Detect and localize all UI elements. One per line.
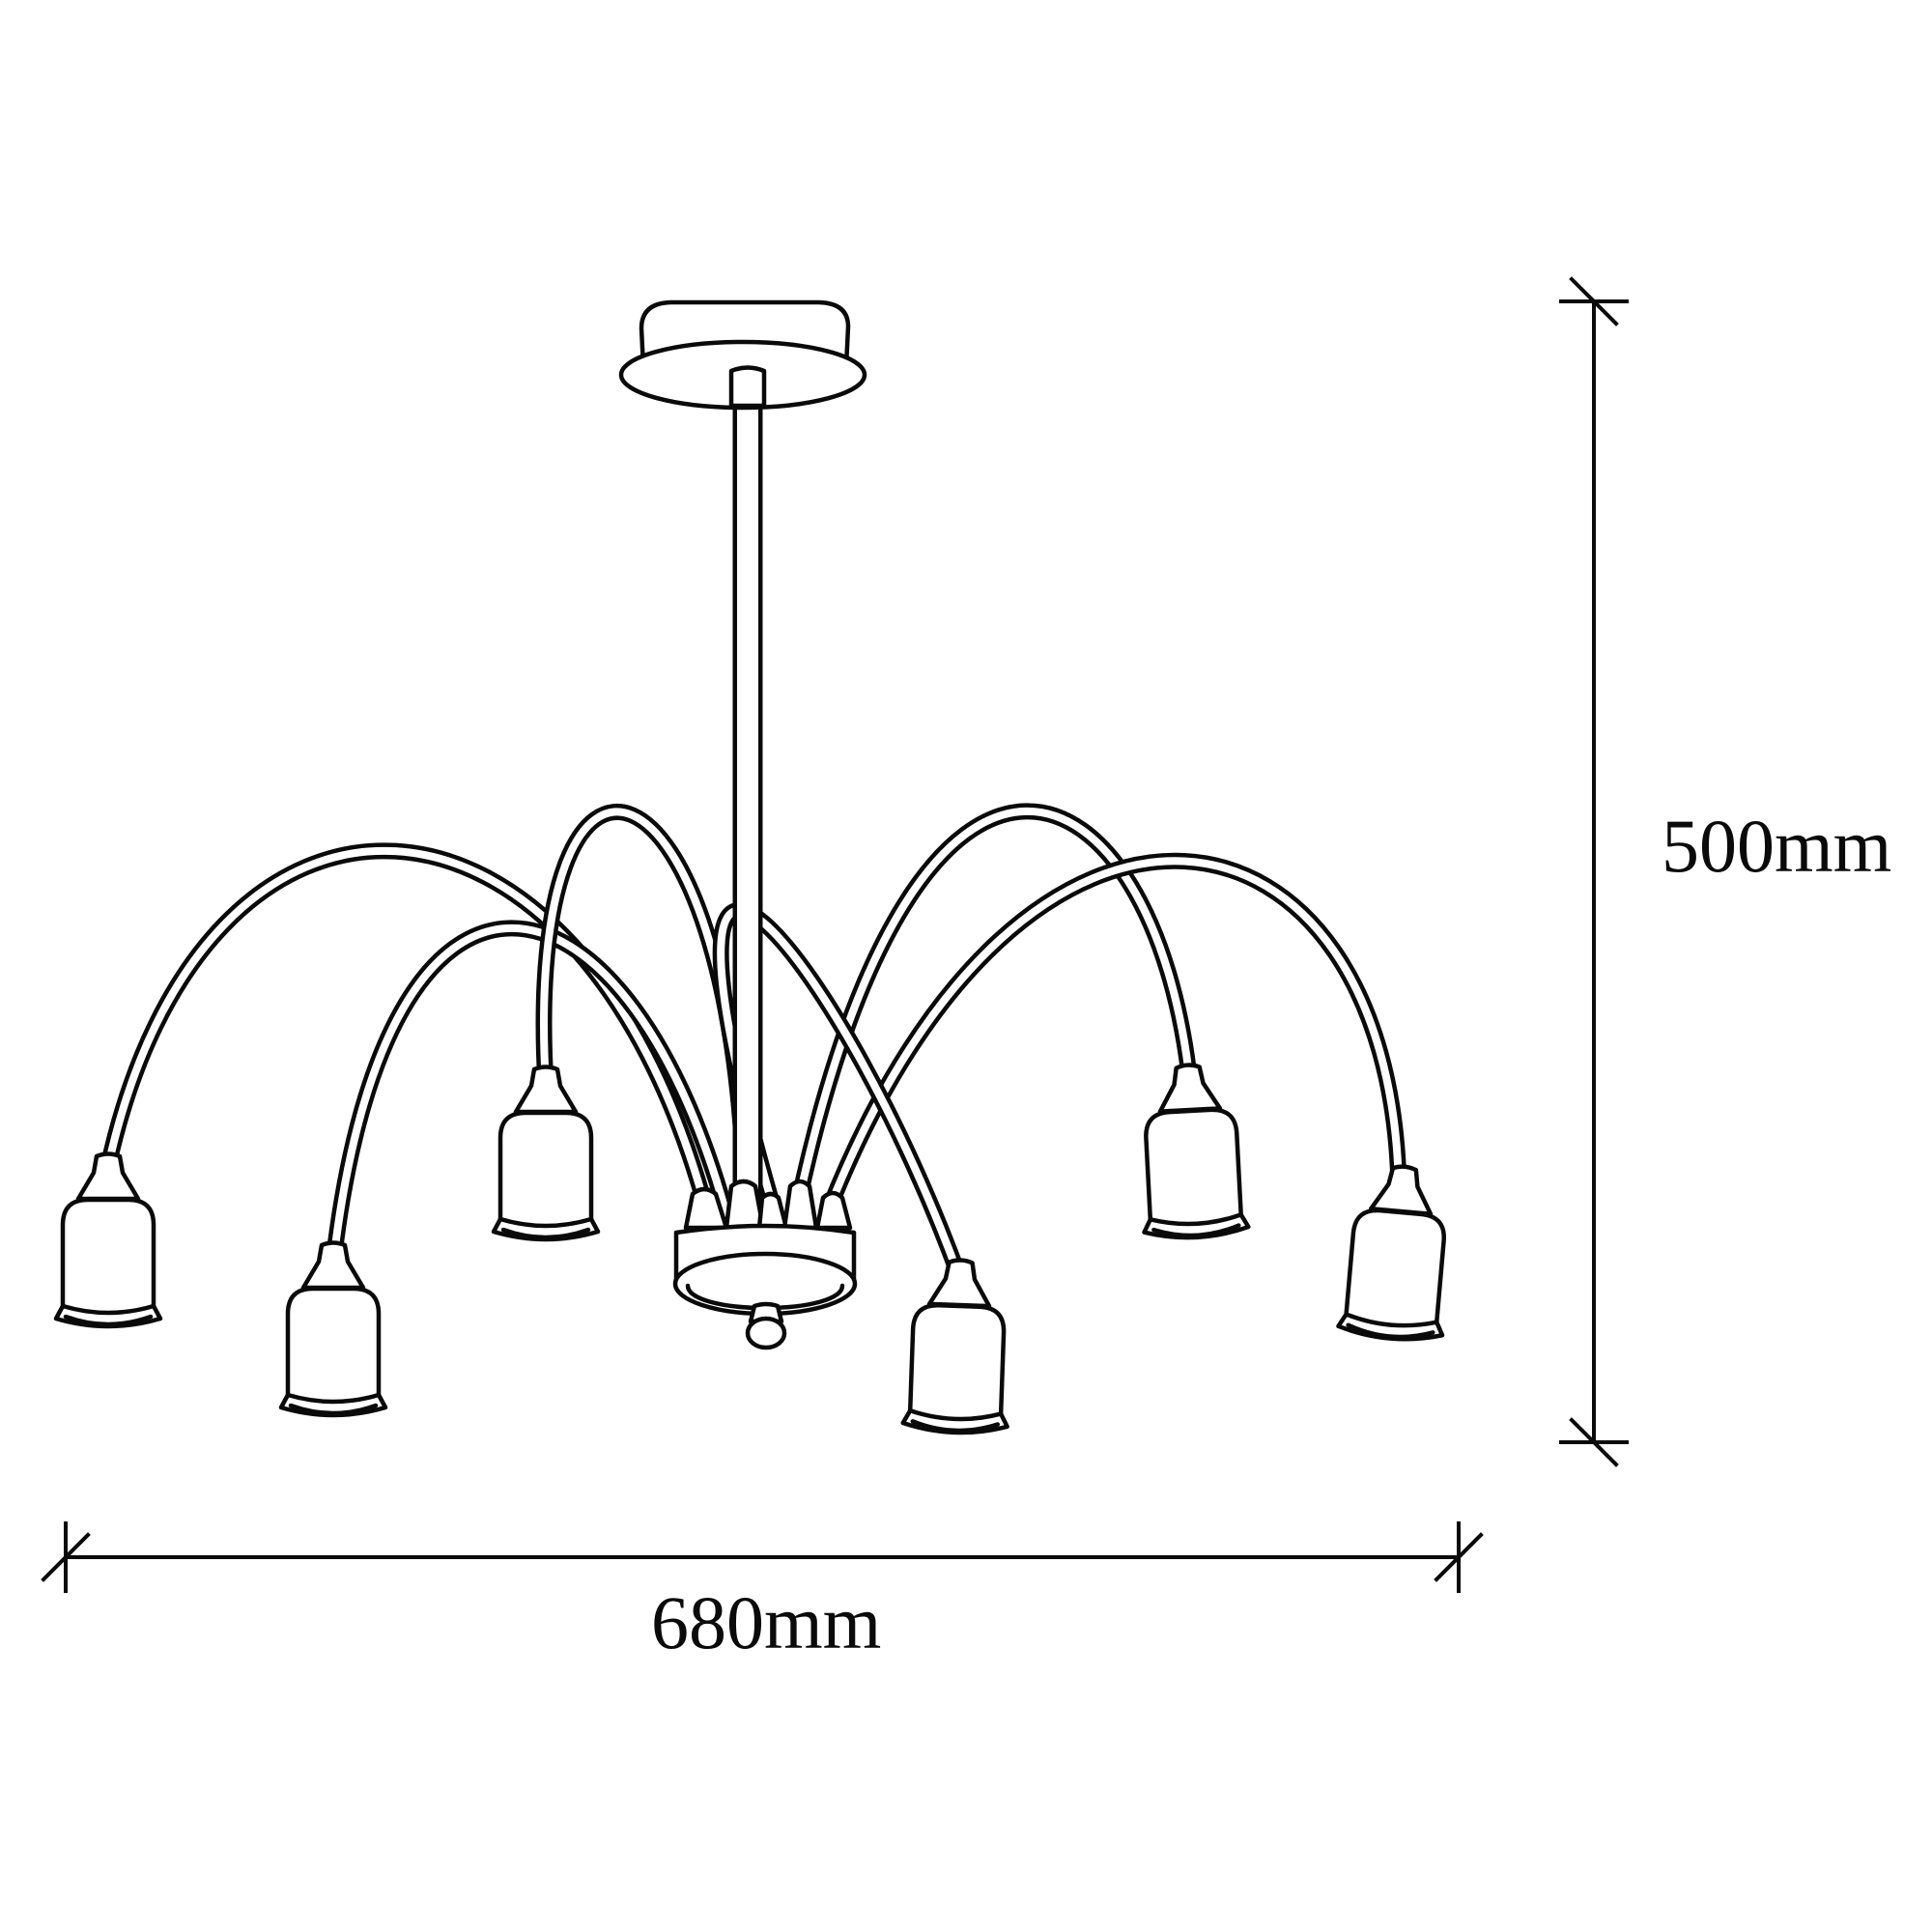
- hub-stub: [724, 1179, 766, 1231]
- lamp-holder-3: [491, 1065, 601, 1242]
- central-hub: [672, 1179, 858, 1350]
- lamp-rim-line: [910, 1419, 1001, 1434]
- dimension-slash: [41, 1532, 91, 1582]
- lamp-rim-line: [1346, 1322, 1435, 1340]
- lamp-body: [53, 1197, 163, 1329]
- arm-4: [712, 902, 967, 1280]
- hub-stub: [756, 1191, 789, 1231]
- lamp-rim-line: [288, 1403, 379, 1416]
- lamp-rim-line: [1148, 1212, 1243, 1227]
- hub-stub: [683, 1186, 729, 1231]
- rod-collar: [728, 365, 767, 409]
- dimension-slash: [1569, 276, 1619, 327]
- lamp-neck: [75, 1151, 141, 1202]
- arm-1: [99, 842, 715, 1212]
- height-dimension-label: 500mm: [1662, 804, 1891, 888]
- lamp-neck: [1157, 1063, 1223, 1114]
- arm-2: [325, 920, 733, 1264]
- height-dimension: 500mm: [1559, 276, 1891, 1467]
- lamp-neck: [300, 1240, 366, 1291]
- lamp-body: [1336, 1208, 1446, 1342]
- lamp-neck: [1368, 1164, 1434, 1216]
- chandelier-arms: [99, 803, 1407, 1280]
- lamp-rim-line: [907, 1408, 1004, 1422]
- lamp-holder-6: [1336, 1164, 1446, 1342]
- ceiling-canopy: [618, 299, 867, 411]
- lamp-holder-4: [900, 1258, 1009, 1435]
- hub-drum: [673, 1223, 857, 1287]
- lamp-holder-1: [53, 1151, 163, 1329]
- arm-5: [789, 803, 1199, 1207]
- lamp-body: [900, 1303, 1009, 1435]
- lamp-rim-line: [1344, 1312, 1439, 1328]
- width-dimension-label: 680mm: [651, 1580, 881, 1664]
- lamp-holders: [53, 1063, 1446, 1435]
- lamp-rim-line: [285, 1392, 382, 1405]
- lamp-neck: [513, 1065, 579, 1115]
- lamp-body: [278, 1286, 388, 1418]
- lamp-body: [1142, 1107, 1251, 1240]
- finial-stem: [748, 1301, 784, 1324]
- dimension-slash: [1569, 1417, 1619, 1467]
- hub-bottom-rim: [672, 1251, 858, 1317]
- lamp-rim-line: [1151, 1223, 1241, 1238]
- finial-ball: [745, 1316, 787, 1350]
- lamp-body: [491, 1110, 601, 1242]
- lamp-holder-5: [1142, 1063, 1251, 1240]
- dimension-slash: [1434, 1532, 1484, 1582]
- lamp-rim-line: [60, 1303, 156, 1316]
- lamp-neck: [926, 1258, 992, 1309]
- lamp-rim-line: [497, 1216, 594, 1229]
- lamp-rim-line: [63, 1314, 154, 1327]
- lamp-holder-2: [278, 1240, 388, 1418]
- hub-stub: [814, 1190, 853, 1231]
- width-dimension: 680mm: [41, 1521, 1484, 1664]
- hub-stub: [781, 1179, 819, 1231]
- arm-6: [821, 852, 1407, 1213]
- lamp-rim-line: [500, 1227, 591, 1240]
